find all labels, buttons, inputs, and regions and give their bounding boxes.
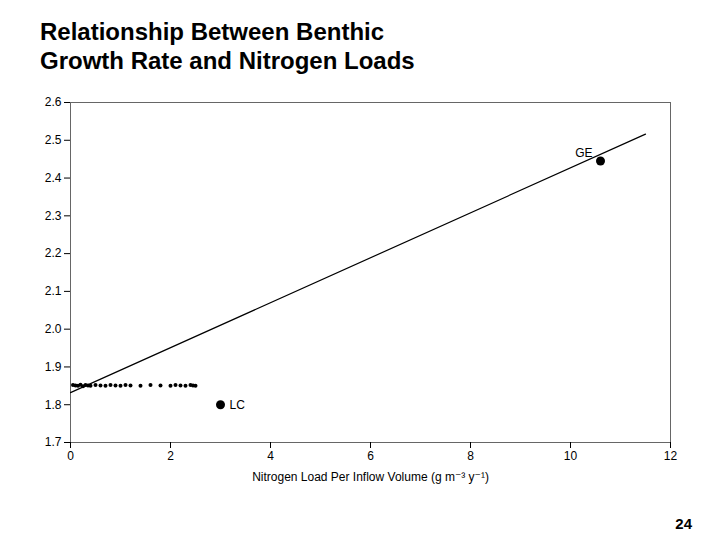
svg-text:8: 8 <box>467 449 474 463</box>
svg-text:Nitrogen Load Per Inflow Volum: Nitrogen Load Per Inflow Volume (g m⁻³ y… <box>252 469 489 483</box>
svg-text:12: 12 <box>664 449 678 463</box>
svg-text:4: 4 <box>267 449 274 463</box>
svg-text:2.3: 2.3 <box>45 208 62 222</box>
svg-text:2.0: 2.0 <box>45 322 62 336</box>
html-text:Growth Rate and Nitrogen Loads: Growth Rate and Nitrogen Loads <box>40 46 415 74</box>
svg-text:2.6: 2.6 <box>45 95 62 109</box>
svg-text:2.1: 2.1 <box>45 284 62 298</box>
svg-text:1.9: 1.9 <box>45 359 62 373</box>
svg-text:2: 2 <box>167 449 174 463</box>
svg-text:GE: GE <box>575 145 592 159</box>
svg-text:1.7: 1.7 <box>45 435 62 449</box>
svg-text:10: 10 <box>564 449 578 463</box>
svg-text:2.2: 2.2 <box>45 246 62 260</box>
html-text:Relationship Between Benthic: Relationship Between Benthic <box>40 18 385 45</box>
svg-text:1.8: 1.8 <box>45 397 62 411</box>
svg-text:2.4: 2.4 <box>45 170 62 184</box>
svg-text:2.5: 2.5 <box>45 133 62 147</box>
svg-text:0: 0 <box>67 449 74 463</box>
svg-text:LC: LC <box>230 397 246 411</box>
html-text:24: 24 <box>675 515 692 532</box>
svg-text:6: 6 <box>367 449 374 463</box>
